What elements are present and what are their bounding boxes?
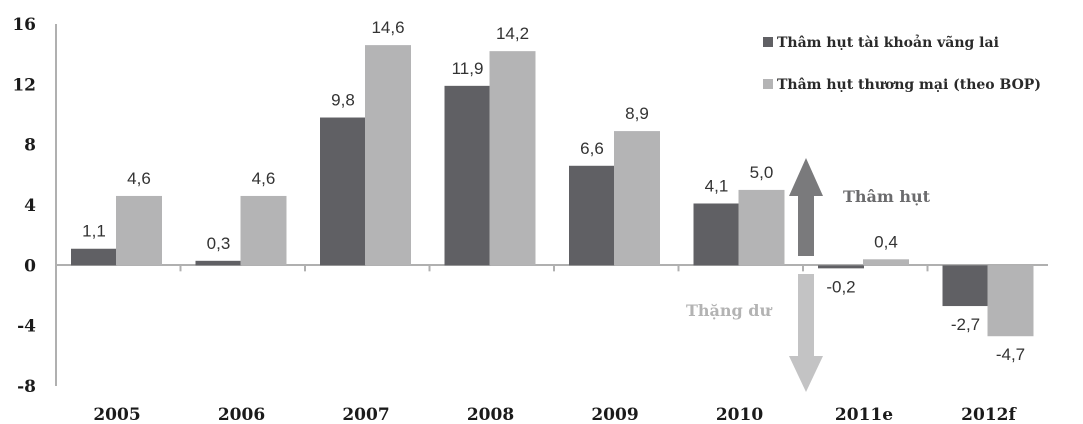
x-tick-labels: 2005 2006 2007 2008 2009 2010 2011e 2012f xyxy=(93,405,1017,424)
data-label: -0,2 xyxy=(826,277,855,296)
data-label: 8,9 xyxy=(625,104,649,123)
data-label: 9,8 xyxy=(331,91,355,110)
bar-trade xyxy=(365,45,411,266)
data-label: 1,1 xyxy=(82,222,106,241)
bar-current-account xyxy=(818,265,864,269)
bar-trade xyxy=(614,131,660,266)
deficit-annotation: Thâm hụt xyxy=(843,187,931,206)
y-tick-label: 12 xyxy=(12,75,36,95)
x-tick-label: 2011e xyxy=(835,405,893,424)
data-label: -4,7 xyxy=(996,345,1025,364)
legend: Thâm hụt tài khoản vãng lai Thâm hụt thư… xyxy=(763,34,1041,93)
bar-trade xyxy=(489,51,536,266)
legend-label-trade: Thâm hụt thương mại (theo BOP) xyxy=(777,77,1041,93)
y-tick-label: 4 xyxy=(24,196,36,216)
y-tick-label: -8 xyxy=(17,377,36,397)
bar-current-account xyxy=(569,165,615,266)
bar-current-account xyxy=(444,85,491,266)
surplus-arrow-icon xyxy=(789,274,823,392)
data-label: 5,0 xyxy=(750,163,774,182)
data-label: 0,4 xyxy=(874,232,898,251)
bar-current-account xyxy=(693,203,740,266)
data-label: -2,7 xyxy=(951,315,980,334)
bar-current-account xyxy=(195,260,242,266)
data-label: 14,2 xyxy=(496,24,529,43)
data-label: 4,1 xyxy=(705,176,729,195)
y-tick-label: 16 xyxy=(12,15,36,35)
x-tick-label: 2010 xyxy=(716,405,763,424)
y-tick-label: -4 xyxy=(17,317,36,337)
x-tick-label: 2005 xyxy=(93,405,140,424)
legend-swatch-current-account xyxy=(763,37,773,47)
legend-swatch-trade xyxy=(763,79,773,89)
x-axis-tick-marks xyxy=(179,265,929,272)
y-tick-label: 8 xyxy=(24,136,36,156)
surplus-annotation: Thặng dư xyxy=(686,301,772,320)
x-tick-label: 2008 xyxy=(467,405,514,424)
x-tick-label: 2012f xyxy=(961,405,1017,424)
x-tick-label: 2007 xyxy=(342,405,389,424)
bar-current-account xyxy=(942,265,989,307)
data-labels: 1,1 4,6 0,3 4,6 9,8 14,6 11,9 14,2 6,6 8,9 4,1 5,0 -… xyxy=(82,18,1025,364)
x-tick-label: 2006 xyxy=(218,405,265,424)
bar-trade xyxy=(116,195,162,266)
data-label: 6,6 xyxy=(580,139,604,158)
bar-trade xyxy=(863,259,909,266)
deficit-arrow-icon xyxy=(789,158,823,256)
data-label: 11,9 xyxy=(452,59,484,78)
data-label: 4,6 xyxy=(127,169,151,188)
bar-current-account xyxy=(320,117,366,266)
bar-trade xyxy=(240,195,287,266)
bar-trade xyxy=(738,189,785,266)
bar-trade xyxy=(987,265,1034,337)
legend-label-current-account: Thâm hụt tài khoản vãng lai xyxy=(777,34,999,51)
y-tick-labels: 16 12 8 4 0 -4 -8 xyxy=(12,15,36,397)
x-tick-label: 2009 xyxy=(591,405,638,424)
y-tick-label: 0 xyxy=(24,256,36,276)
data-label: 14,6 xyxy=(371,18,404,37)
bars xyxy=(71,45,1034,337)
data-label: 4,6 xyxy=(252,169,276,188)
bar-current-account xyxy=(71,248,117,266)
deficit-surplus-arrows: Thâm hụt Thặng dư xyxy=(686,158,931,392)
data-label: 0,3 xyxy=(207,234,231,253)
